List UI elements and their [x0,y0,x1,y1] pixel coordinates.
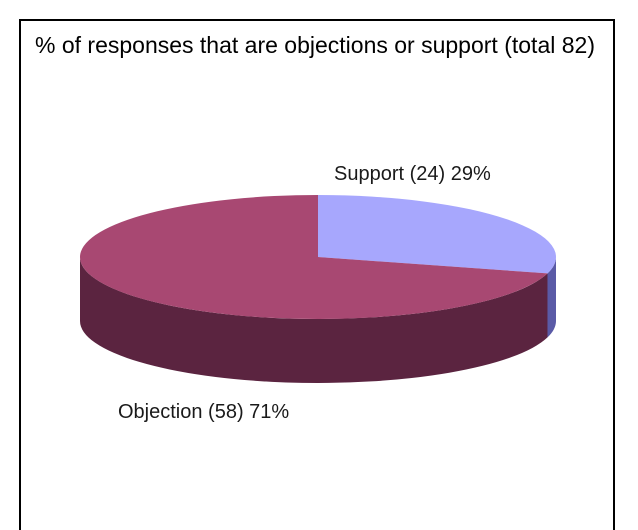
pie-tops [80,195,556,319]
slice-label-support: Support (24) 29% [334,163,491,185]
slice-label-objection: Objection (58) 71% [118,401,289,423]
